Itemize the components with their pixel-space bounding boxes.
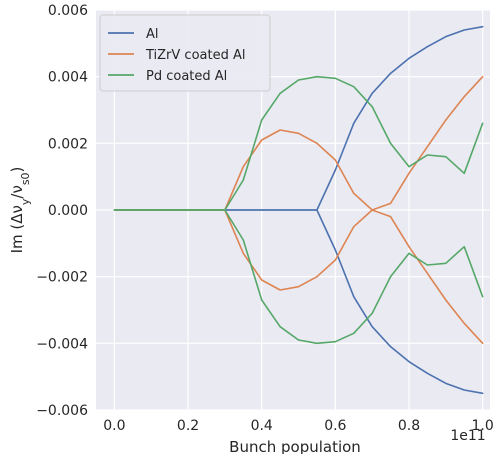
legend-label-tizrv-coated-al: TiZrV coated Al: [145, 48, 245, 63]
y-tick-label: 0.000: [48, 203, 88, 219]
y-tick-label: 0.006: [48, 3, 88, 19]
y-tick-label: 0.002: [48, 136, 88, 152]
series-line-pd-coated-al-lower: [113, 209, 484, 345]
series-layer: [113, 25, 484, 395]
x-tick-label: 0.4: [251, 418, 273, 434]
tick-labels: 0.0 0.2 0.4 0.6 0.8 1.0 −0.006 −0.004 −0.002 0.00…: [36, 3, 493, 434]
x-tick-label: 0.8: [398, 418, 420, 434]
legend-box: [99, 14, 271, 92]
y-axis-label: Im (Δνy/νs0): [8, 167, 32, 254]
legend: Al TiZrV coated Al Pd coated Al: [99, 14, 271, 92]
y-tick-label: −0.006: [36, 403, 88, 419]
y-label-mid: /ν: [8, 185, 26, 198]
y-label-prefix: Im (Δν: [8, 205, 26, 253]
y-label-sub2: s0: [19, 172, 32, 185]
y-tick-label: 0.004: [48, 70, 88, 86]
x-offset-label: 1e11: [450, 428, 485, 444]
legend-label-pd-coated-al: Pd coated Al: [146, 69, 227, 84]
x-tick-label: 0.6: [324, 418, 346, 434]
y-tick-label: −0.002: [36, 270, 88, 286]
y-label-sub1: y: [19, 198, 32, 205]
x-axis-label: Bunch population: [229, 438, 361, 454]
x-tick-label: 0.0: [103, 418, 125, 434]
x-tick-label: 0.2: [177, 418, 199, 434]
y-label-suffix: ): [8, 167, 26, 173]
y-tick-label: −0.004: [36, 336, 88, 352]
x-tick-label: 1.0: [472, 418, 493, 434]
legend-label-al: Al: [146, 27, 159, 42]
